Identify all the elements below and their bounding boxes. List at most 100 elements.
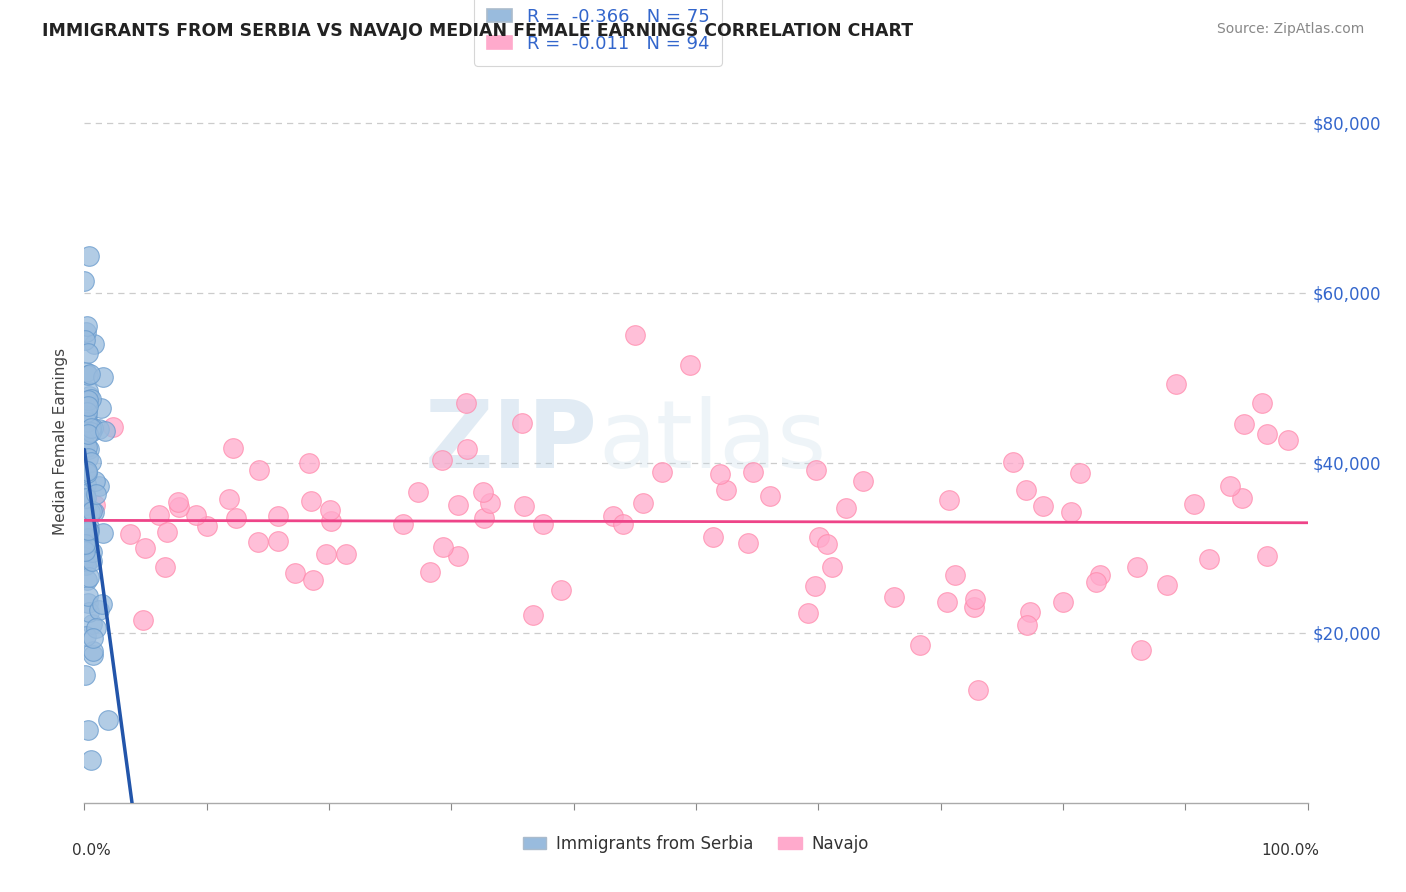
Point	[77, 519, 100, 533]
Point	[84, 621, 107, 635]
Point	[1164, 376, 1187, 391]
Point	[1019, 606, 1042, 620]
Text: 100.0%: 100.0%	[1261, 843, 1320, 857]
Point	[702, 530, 724, 544]
Point	[75, 326, 97, 340]
Point	[1088, 567, 1111, 582]
Point	[87, 603, 110, 617]
Point	[432, 540, 454, 554]
Point	[815, 537, 838, 551]
Point	[797, 606, 820, 620]
Point	[267, 533, 290, 548]
Text: atlas: atlas	[598, 395, 827, 488]
Point	[510, 416, 533, 430]
Point	[391, 516, 413, 531]
Point	[267, 508, 290, 523]
Point	[77, 723, 100, 737]
Point	[80, 425, 103, 439]
Point	[77, 442, 100, 456]
Point	[76, 466, 98, 480]
Point	[90, 401, 112, 415]
Point	[1256, 427, 1278, 442]
Point	[1233, 417, 1256, 431]
Point	[709, 467, 731, 482]
Point	[77, 346, 100, 360]
Point	[472, 484, 495, 499]
Point	[522, 608, 544, 623]
Point	[80, 554, 103, 568]
Point	[77, 597, 100, 611]
Point	[76, 440, 98, 454]
Point	[75, 537, 97, 551]
Point	[456, 396, 478, 410]
Point	[82, 616, 104, 631]
Point	[513, 499, 536, 513]
Point	[83, 336, 105, 351]
Point	[167, 500, 190, 514]
Point	[83, 498, 105, 512]
Point	[77, 531, 100, 545]
Point	[75, 365, 97, 379]
Point	[319, 514, 342, 528]
Point	[73, 438, 96, 452]
Point	[77, 589, 100, 603]
Text: Source: ZipAtlas.com: Source: ZipAtlas.com	[1216, 22, 1364, 37]
Point	[807, 530, 830, 544]
Point	[73, 274, 96, 288]
Point	[79, 367, 101, 381]
Point	[82, 631, 104, 645]
Point	[79, 505, 101, 519]
Text: 0.0%: 0.0%	[72, 843, 111, 857]
Point	[167, 495, 190, 509]
Point	[759, 489, 782, 503]
Text: ZIP: ZIP	[425, 395, 598, 488]
Point	[419, 565, 441, 579]
Point	[132, 613, 155, 627]
Point	[1015, 618, 1038, 632]
Point	[447, 549, 470, 563]
Point	[93, 370, 115, 384]
Point	[84, 486, 107, 500]
Point	[284, 566, 307, 580]
Point	[101, 420, 124, 434]
Point	[73, 544, 96, 558]
Point	[82, 545, 104, 559]
Point	[222, 441, 245, 455]
Point	[1126, 559, 1149, 574]
Point	[225, 510, 247, 524]
Point	[318, 503, 340, 517]
Point	[1060, 505, 1083, 519]
Point	[75, 487, 97, 501]
Point	[533, 517, 555, 532]
Point	[246, 535, 269, 549]
Point	[550, 582, 572, 597]
Point	[77, 523, 100, 537]
Point	[87, 478, 110, 492]
Point	[77, 605, 100, 619]
Point	[76, 464, 98, 478]
Point	[80, 753, 103, 767]
Point	[195, 519, 218, 533]
Point	[1002, 454, 1025, 468]
Point	[1219, 479, 1241, 493]
Point	[82, 643, 104, 657]
Point	[118, 526, 141, 541]
Point	[77, 392, 100, 407]
Point	[472, 510, 495, 524]
Point	[624, 328, 647, 343]
Point	[301, 573, 323, 587]
Point	[967, 682, 990, 697]
Point	[82, 648, 104, 662]
Point	[76, 368, 98, 382]
Point	[87, 422, 110, 436]
Point	[75, 491, 97, 506]
Point	[75, 463, 97, 477]
Point	[76, 399, 98, 413]
Point	[602, 508, 624, 523]
Point	[447, 499, 470, 513]
Point	[77, 570, 100, 584]
Point	[430, 453, 453, 467]
Point	[298, 456, 321, 470]
Point	[679, 359, 702, 373]
Point	[77, 389, 100, 403]
